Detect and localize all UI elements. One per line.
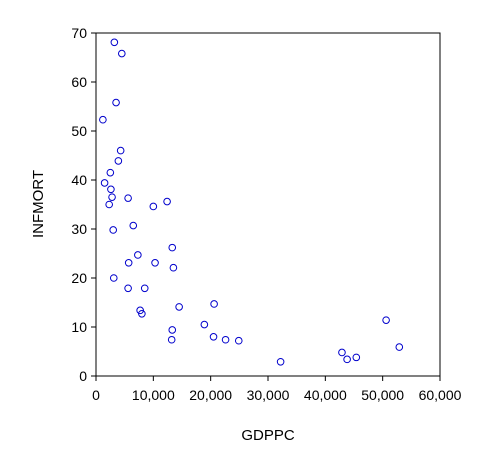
x-tick-label: 20,000 bbox=[189, 387, 232, 403]
scatter-point bbox=[235, 337, 242, 344]
scatter-point bbox=[106, 201, 113, 208]
scatter-point bbox=[115, 158, 122, 165]
scatter-point bbox=[111, 39, 118, 46]
x-tick-label: 10,000 bbox=[132, 387, 175, 403]
scatter-point bbox=[210, 334, 217, 341]
y-tick-label: 10 bbox=[71, 319, 87, 335]
scatter-point bbox=[339, 349, 346, 356]
scatter-point bbox=[125, 260, 132, 267]
x-axis-title: GDPPC bbox=[241, 427, 295, 444]
x-tick-label: 60,000 bbox=[419, 387, 462, 403]
y-tick-label: 20 bbox=[71, 270, 87, 286]
y-tick-label: 0 bbox=[79, 368, 87, 384]
scatter-point bbox=[130, 222, 137, 229]
scatter-point bbox=[125, 195, 132, 202]
scatter-point bbox=[141, 285, 148, 292]
scatter-point bbox=[222, 336, 229, 343]
plot-frame bbox=[96, 33, 440, 376]
scatter-point bbox=[169, 327, 176, 334]
scatter-point bbox=[211, 301, 218, 308]
scatter-point bbox=[109, 194, 116, 201]
y-tick-label: 60 bbox=[71, 74, 87, 90]
scatter-point bbox=[107, 169, 114, 176]
y-tick-label: 40 bbox=[71, 172, 87, 188]
y-axis-title: INFMORT bbox=[30, 170, 47, 238]
scatter-point bbox=[353, 354, 360, 361]
scatter-point bbox=[168, 336, 175, 343]
scatter-point bbox=[108, 186, 115, 193]
x-tick-label: 0 bbox=[92, 387, 100, 403]
scatter-point bbox=[113, 99, 120, 106]
scatter-point bbox=[101, 180, 108, 187]
scatter-point bbox=[383, 317, 390, 324]
scatter-point bbox=[125, 285, 132, 292]
x-tick-label: 50,000 bbox=[361, 387, 404, 403]
x-tick-label: 30,000 bbox=[247, 387, 290, 403]
y-tick-label: 30 bbox=[71, 221, 87, 237]
y-tick-label: 70 bbox=[71, 25, 87, 41]
x-tick-label: 40,000 bbox=[304, 387, 347, 403]
y-tick-label: 50 bbox=[71, 123, 87, 139]
x-axis-ticks: 0 10,000 20,000 30,000 40,000 50,000 60,000 bbox=[92, 376, 462, 403]
scatter-point bbox=[164, 198, 171, 205]
scatter-point bbox=[396, 344, 403, 351]
scatter-point bbox=[201, 321, 208, 328]
y-axis-ticks: 0 10 20 30 40 50 60 70 bbox=[71, 25, 96, 384]
scatter-point bbox=[150, 203, 157, 210]
scatter-point bbox=[277, 358, 284, 365]
scatter-point bbox=[344, 356, 351, 363]
scatter-point bbox=[176, 304, 183, 311]
scatter-point bbox=[169, 244, 176, 251]
scatter-point bbox=[119, 50, 126, 57]
scatter-point bbox=[117, 147, 124, 154]
scatter-point bbox=[135, 252, 142, 259]
scatter-point bbox=[170, 264, 177, 271]
scatter-point bbox=[152, 260, 159, 267]
scatter-point bbox=[100, 116, 107, 123]
data-points bbox=[100, 39, 403, 365]
scatter-point bbox=[110, 227, 117, 234]
scatter-point bbox=[110, 275, 117, 282]
